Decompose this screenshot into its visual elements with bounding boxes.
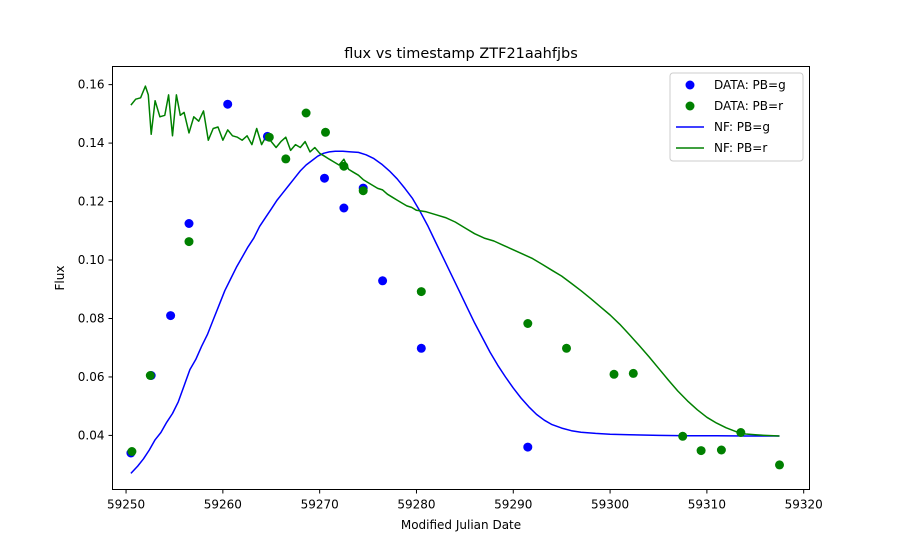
data-point-1-17 (736, 428, 746, 437)
series-line-2 (130, 150, 780, 474)
data-point-1-7 (339, 161, 349, 171)
data-point-1-1 (145, 371, 155, 380)
data-point-1-0 (127, 447, 137, 456)
y-tick-label-3: 0.10 (78, 253, 105, 267)
legend-marker-1 (685, 101, 695, 111)
x-tick-label-2: 59270 (301, 498, 339, 512)
plot-frame (112, 66, 810, 490)
data-point-1-8 (358, 186, 368, 196)
data-point-0-2 (166, 311, 176, 321)
legend: DATA: PB=g DATA: PB=r NF: PB=g NF: PB=r (669, 72, 804, 162)
x-tick-label-1: 59260 (204, 498, 242, 512)
y-tick-label-5: 0.14 (78, 136, 105, 150)
x-tick-label-6: 59310 (688, 498, 726, 512)
data-point-1-4 (281, 154, 291, 164)
data-point-1-11 (562, 343, 571, 353)
legend-box (669, 72, 804, 162)
x-tick-label-7: 59320 (785, 498, 823, 512)
legend-label-0: DATA: PB=g (714, 78, 786, 92)
data-point-0-7 (339, 203, 349, 213)
x-axis: 59250 59260 59270 59280 59290 59300 59310 59320 (107, 489, 823, 512)
data-point-0-9 (378, 276, 388, 286)
data-point-0-10 (416, 343, 426, 353)
data-point-1-12 (609, 369, 619, 379)
y-tick-label-4: 0.12 (78, 195, 105, 209)
y-axis-label: Flux (53, 266, 67, 291)
data-point-1-15 (696, 446, 706, 456)
data-point-1-14 (678, 431, 688, 441)
chart-title: flux vs timestamp ZTF21aahfjbs (344, 46, 578, 62)
data-point-1-18 (775, 460, 784, 470)
data-point-1-9 (416, 287, 426, 297)
data-point-0-3 (184, 219, 194, 228)
y-axis: 0.04 0.06 0.08 0.10 0.12 0.14 0.16 (78, 78, 113, 442)
legend-label-3: NF: PB=r (714, 141, 767, 155)
x-tick-label-4: 59290 (494, 498, 532, 512)
y-tick-label-1: 0.06 (78, 370, 105, 384)
x-tick-label-5: 59300 (591, 498, 629, 512)
y-tick-label-0: 0.04 (78, 428, 105, 442)
plot-area (126, 85, 784, 474)
legend-label-2: NF: PB=g (714, 120, 770, 134)
data-point-1-13 (628, 368, 638, 378)
data-point-1-10 (523, 319, 533, 328)
data-point-0-4 (223, 99, 233, 109)
x-axis-label: Modified Julian Date (401, 518, 521, 532)
data-point-1-2 (184, 237, 194, 247)
series-line-3 (130, 85, 780, 437)
data-point-1-3 (264, 132, 274, 142)
data-point-1-16 (716, 445, 726, 455)
x-tick-label-3: 59280 (397, 498, 435, 512)
data-point-0-6 (320, 173, 329, 183)
y-tick-label-6: 0.16 (78, 78, 105, 92)
y-tick-label-2: 0.08 (78, 311, 105, 325)
data-point-1-5 (301, 108, 311, 118)
legend-marker-0 (685, 80, 695, 90)
legend-label-1: DATA: PB=r (714, 99, 783, 113)
x-tick-label-0: 59250 (107, 498, 145, 512)
data-point-1-6 (321, 127, 330, 137)
data-point-0-11 (523, 442, 533, 452)
